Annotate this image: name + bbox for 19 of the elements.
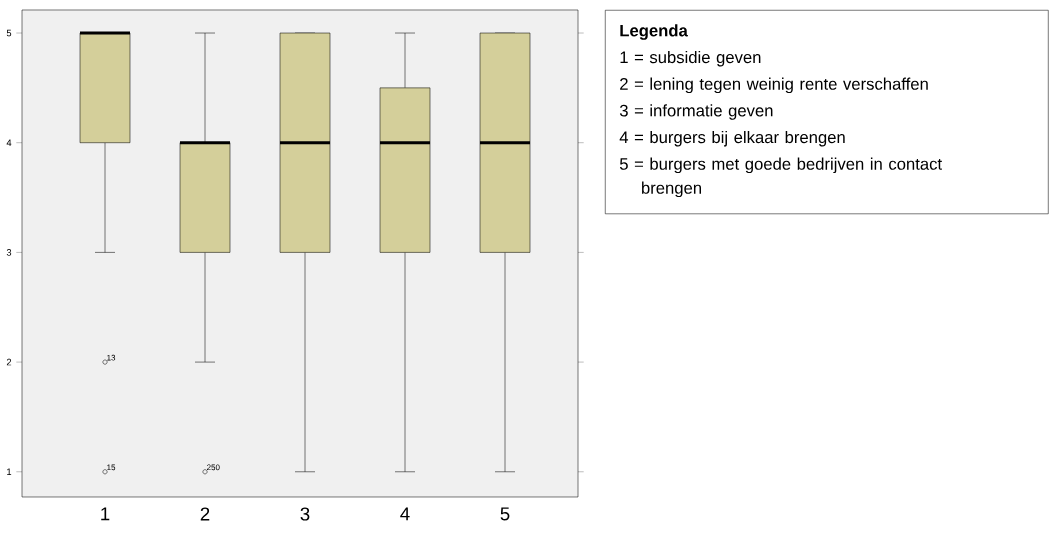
x-tick-label: 2 [200,507,210,521]
x-tick-label: 3 [300,507,310,521]
y-tick-label: 1 [7,468,12,475]
y-tick-label: 3 [6,249,12,256]
text: 2 = lening tegen weinig rente verschaffen [620,77,928,94]
annotation: 250 [207,464,220,471]
text: 1 = subsidie geven [620,50,761,67]
text: 3 = informatie geven [619,104,773,120]
annotation: 15 [107,464,116,471]
text: 4 = burgers bij elkaar brengen [619,130,845,147]
y-tick-label: 4 [6,139,12,146]
legend-title: Legenda [620,24,688,40]
x-tick-label: 5 [500,507,510,521]
y-tick-label: 5 [6,29,12,37]
x-tick-label: 4 [400,507,410,521]
annotation: 13 [107,354,116,361]
x-tick-label: 1 [101,507,110,521]
y-tick-label: 2 [6,358,12,366]
text: 5 = burgers met goede bedrijven in contact brengen [619,157,942,198]
